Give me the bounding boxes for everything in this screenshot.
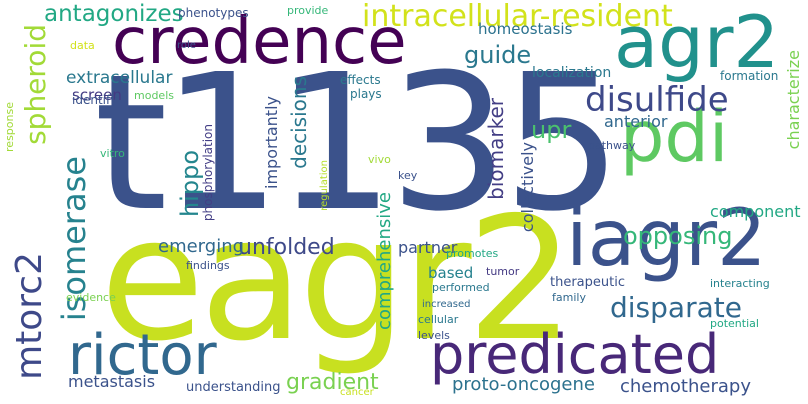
cloud-word: anterior xyxy=(604,112,668,131)
cloud-word: spheroid xyxy=(19,24,52,145)
cloud-word: plays xyxy=(350,87,382,101)
cloud-word: collectively xyxy=(518,142,537,233)
cloud-word: screen xyxy=(72,86,122,104)
cloud-word: homeostasis xyxy=(478,20,573,38)
cloud-word: agr2 xyxy=(614,0,780,84)
cloud-word: unfolded xyxy=(238,235,335,260)
cloud-word: localization xyxy=(532,65,612,81)
cloud-word: chemotherapy xyxy=(620,376,751,397)
cloud-word: findings xyxy=(186,259,230,272)
cloud-word: intracellular-resident xyxy=(362,0,673,34)
cloud-word: eagr2 xyxy=(100,181,575,379)
cloud-word: formation xyxy=(720,69,779,83)
cloud-word: hippo xyxy=(176,150,204,218)
cloud-word: response xyxy=(3,102,16,152)
cloud-word: performed xyxy=(432,281,490,294)
cloud-word: decisions xyxy=(287,76,311,169)
cloud-word: vivo xyxy=(368,153,391,166)
cloud-word: biomarker xyxy=(484,98,508,200)
cloud-word: predicated xyxy=(430,323,720,386)
cloud-word: potential xyxy=(710,317,759,330)
cloud-word: iagr2 xyxy=(566,194,767,284)
cloud-word: increased xyxy=(422,299,471,310)
cloud-word: tumor xyxy=(486,265,520,278)
cloud-word: cancer xyxy=(340,387,374,398)
cloud-word: proto-oncogene xyxy=(452,374,595,395)
cloud-word: phenotypes xyxy=(178,6,249,20)
cloud-word: emerging xyxy=(158,236,245,257)
cloud-word: based xyxy=(428,264,474,282)
cloud-word: effects xyxy=(340,73,381,87)
cloud-word: disulfide xyxy=(585,80,729,120)
cloud-word: guide xyxy=(464,41,532,69)
cloud-word: opposing xyxy=(623,222,733,250)
cloud-word: evidence xyxy=(66,291,116,304)
cloud-word: rictor xyxy=(68,323,217,388)
cloud-word: phosphorylation xyxy=(201,124,215,222)
cloud-word: t1135 xyxy=(94,34,622,253)
cloud-word: data xyxy=(70,39,95,52)
cloud-word: understanding xyxy=(186,380,281,395)
cloud-word: identify xyxy=(72,93,118,107)
cloud-word: pdi xyxy=(620,96,729,178)
cloud-word: therapeutic xyxy=(550,275,625,290)
cloud-word: upr xyxy=(531,116,572,144)
cloud-word: gradient xyxy=(286,370,379,395)
cloud-word: levels xyxy=(418,329,450,342)
cloud-word: promotes xyxy=(446,247,499,260)
cloud-word: characterize xyxy=(784,50,803,150)
cloud-word: importantly xyxy=(262,96,281,189)
cloud-word: provide xyxy=(287,4,329,17)
cloud-word: antagonizes xyxy=(44,1,184,27)
cloud-word: comprehensive xyxy=(374,192,395,330)
cloud-word: models xyxy=(134,89,174,102)
cloud-word: family xyxy=(552,291,586,304)
cloud-word: disparate xyxy=(610,291,742,324)
cloud-word: mtorc2 xyxy=(9,252,50,380)
cloud-word: key xyxy=(398,169,418,182)
cloud-word: vitro xyxy=(100,147,125,160)
cloud-word: pathway xyxy=(588,139,636,152)
cloud-word: regulation xyxy=(319,160,330,211)
cloud-word: extracellular xyxy=(66,68,173,88)
cloud-word: partner xyxy=(398,238,458,257)
cloud-word: role xyxy=(177,40,196,51)
cloud-word: interacting xyxy=(710,277,770,290)
cloud-word: credence xyxy=(112,5,407,79)
cloud-word: component xyxy=(710,202,801,221)
cloud-word: metastasis xyxy=(68,372,156,391)
cloud-word: cellular xyxy=(418,313,459,326)
